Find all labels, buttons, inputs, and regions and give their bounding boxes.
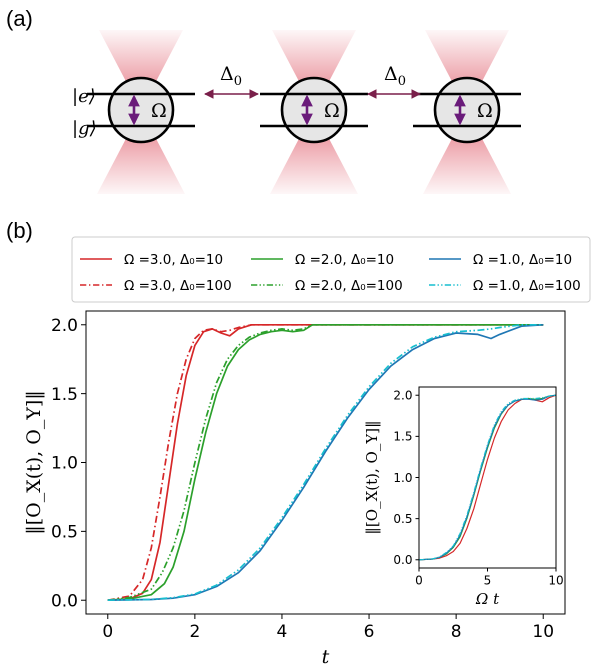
- legend-entry: Ω =1.0, Δ₀=10: [473, 252, 572, 268]
- legend-entry: Ω =2.0, Δ₀=100: [295, 278, 403, 294]
- laser-beam-top: [99, 30, 183, 110]
- y-tick-label: 0.5: [51, 522, 78, 542]
- state-g-label: |g⟩: [72, 118, 97, 139]
- series-line: [107, 323, 544, 602]
- x-tick-label: 6: [364, 622, 375, 642]
- y-tick-label: 0.0: [393, 553, 412, 567]
- detuning-label: Δ0: [384, 63, 406, 89]
- y-tick-label: 1.0: [51, 454, 78, 474]
- legend: Ω =3.0, Δ₀=10 Ω =3.0, Δ₀=100 Ω =2.0, Δ₀=10…: [71, 236, 591, 303]
- y-axis-label: ‖[O_X(t), O_Y]‖: [363, 420, 381, 534]
- atom-site: Ω: [260, 30, 368, 194]
- x-tick-label: 4: [277, 622, 288, 642]
- legend-entry: Ω =3.0, Δ₀=100: [124, 278, 232, 294]
- panel-b-label: (b): [6, 218, 33, 243]
- y-tick-label: 1.5: [393, 430, 412, 444]
- laser-beam-bottom: [97, 110, 185, 194]
- panel-a-label: (a): [6, 6, 33, 31]
- y-tick-label: 0.0: [51, 591, 78, 611]
- legend-entry: Ω =3.0, Δ₀=10: [124, 252, 223, 268]
- laser-beam-top: [425, 30, 509, 110]
- x-tick-label: 5: [484, 574, 492, 588]
- y-tick-label: 2.0: [393, 389, 412, 403]
- x-tick-label: 10: [548, 574, 563, 588]
- rabi-omega-label: Ω: [477, 100, 493, 122]
- legend-entry: Ω =2.0, Δ₀=10: [295, 252, 394, 268]
- inset-plot: 0 5 10 0.0 0.5 1.0 1.5 2.0 Ω t ‖[O_X(t), O_Y]‖: [363, 386, 564, 608]
- x-axis-label: Ω t: [475, 590, 500, 608]
- x-tick-label: 2: [189, 622, 200, 642]
- state-e-label: |e⟩: [72, 86, 96, 107]
- y-tick-label: 1.0: [393, 471, 412, 485]
- y-tick-label: 0.5: [393, 512, 412, 526]
- y-axis-label: ‖[O_X(t), O_Y]‖: [23, 390, 45, 535]
- rabi-omega-label: Ω: [151, 100, 167, 122]
- detuning-label: Δ0: [220, 63, 242, 89]
- series-line: [107, 323, 544, 602]
- x-tick-label: 0: [102, 622, 113, 642]
- x-tick-label: 0: [415, 574, 423, 588]
- atom-array: Ω |e⟩ |g⟩ Ω Ω Δ0 Δ0: [72, 30, 521, 194]
- atom-site: Ω |e⟩ |g⟩: [72, 30, 195, 194]
- legend-entry: Ω =1.0, Δ₀=100: [473, 278, 581, 294]
- x-tick-label: 8: [451, 622, 462, 642]
- laser-beam-bottom: [270, 110, 358, 194]
- laser-beam-top: [272, 30, 356, 110]
- y-tick-label: 2.0: [51, 316, 78, 336]
- x-tick-label: 10: [532, 622, 554, 642]
- series-line: [107, 323, 544, 602]
- atom-site: Ω: [413, 30, 521, 194]
- rabi-omega-label: Ω: [324, 100, 340, 122]
- plot-area: [419, 387, 556, 568]
- laser-beam-bottom: [423, 110, 511, 194]
- x-axis-label: t: [322, 646, 330, 668]
- y-tick-label: 1.5: [51, 385, 78, 405]
